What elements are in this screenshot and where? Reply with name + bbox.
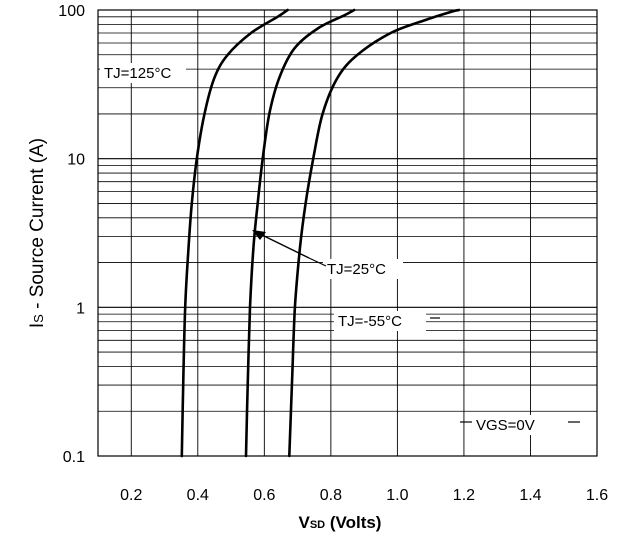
x-tick-label: 0.2 — [120, 487, 142, 504]
plot-frame — [97, 9, 598, 457]
x-tick-label: 0.8 — [320, 487, 342, 504]
y-axis-label-rest: - Source Current (A) — [27, 138, 48, 314]
x-tick-label: 0.6 — [253, 487, 275, 504]
label-tj-125-bg — [100, 63, 186, 83]
label-vgs: VGS=0V — [476, 417, 535, 434]
label-tj-minus-55-bg — [334, 311, 426, 331]
y-tick-label: 100 — [58, 3, 85, 20]
y-tick-label: 10 — [67, 152, 85, 169]
y-tick-label: 0.1 — [63, 449, 85, 466]
x-axis-label-unit: (Volts) — [325, 513, 381, 532]
y-axis-label-sub: S — [31, 314, 46, 323]
label-vgs-bg — [472, 415, 564, 435]
tj-25-arrow-line — [257, 232, 310, 259]
curve-series-3 — [288, 8, 461, 458]
tick-label-layer: 0.2 0.4 0.6 0.8 1.0 1.2 1.4 1.6 0.1 1 10 100 — [58, 3, 608, 504]
curve-series-1 — [180, 8, 289, 458]
x-tick-label: 1.6 — [586, 487, 608, 504]
label-tj-25: TJ=25°C — [327, 261, 386, 278]
x-tick-label: 1.2 — [453, 487, 475, 504]
y-axis-label-main: I — [27, 323, 48, 328]
x-axis-label-sub: SD — [310, 519, 325, 531]
y-tick-label: 1 — [76, 300, 85, 317]
tj-25-arrowhead — [252, 230, 266, 240]
label-tj-minus-55: TJ=-55°C — [338, 313, 402, 330]
y-axis-label: IS - Source Current (A) — [27, 138, 48, 328]
x-axis-label-main: V — [299, 513, 311, 532]
tj-25-leader-line — [308, 257, 327, 267]
curve-layer — [180, 8, 461, 458]
x-tick-label: 1.4 — [519, 487, 541, 504]
curve-series-2 — [244, 8, 356, 458]
x-tick-label: 1.0 — [386, 487, 408, 504]
x-axis-label: VSD (Volts) — [299, 513, 382, 532]
label-tj-25-bg — [323, 259, 403, 279]
annotation-layer: TJ=125°C TJ=25°C TJ=-55°C VGS=0V — [100, 63, 580, 435]
x-tick-label: 0.4 — [187, 487, 209, 504]
label-tj-125: TJ=125°C — [104, 65, 171, 82]
